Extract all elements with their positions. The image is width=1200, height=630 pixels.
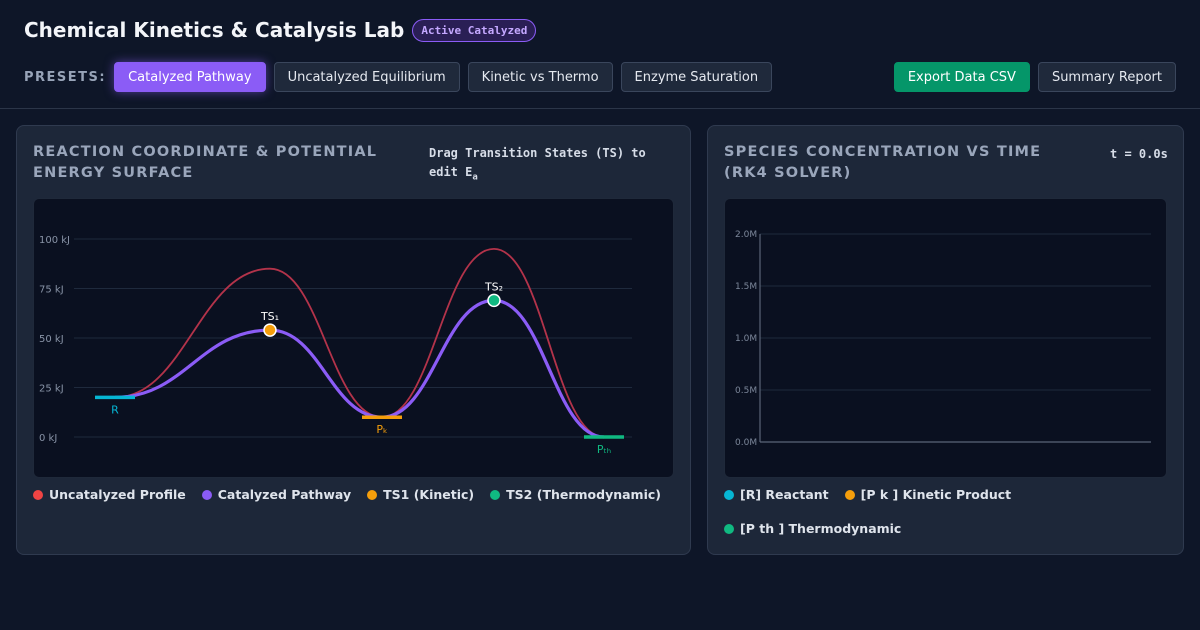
y-tick-label: 1.5M: [735, 282, 757, 292]
legend-dot: [724, 489, 734, 500]
legend-dot: [724, 523, 734, 534]
ts1-label: TS₁: [260, 310, 279, 323]
y-tick-label: 1.0M: [735, 334, 757, 344]
legend-uncatalyzed: Uncatalyzed Profile: [33, 487, 186, 502]
export-csv-button[interactable]: Export Data CSV: [893, 62, 1030, 92]
legend-dot: [33, 489, 43, 500]
preset-uncatalyzed-equilibrium-button[interactable]: Uncatalyzed Equilibrium: [273, 62, 460, 92]
legend-dot: [201, 489, 212, 500]
legend-ts2: TS2 (Thermodynamic): [490, 487, 661, 502]
summary-report-button[interactable]: Summary Report: [1037, 62, 1176, 92]
header: Chemical Kinetics & Catalysis Lab Active…: [24, 18, 537, 42]
legend-label: [P k ] Kinetic Product: [860, 487, 1012, 502]
legend-label: TS1 (Kinetic): [383, 487, 475, 502]
drag-hint-text: Drag Transition States (TS) to edit E: [429, 146, 646, 179]
legend-label: Catalyzed Pathway: [217, 487, 352, 502]
concentration-legend-row-2: [P th ] Thermodynamic: [724, 521, 917, 536]
legend-thermodynamic: [P th ] Thermodynamic: [724, 521, 901, 536]
concentration-chart: 0.0M 0.5M 1.0M 1.5M 2.0M: [724, 198, 1167, 478]
y-tick-label: 0.0M: [735, 438, 757, 448]
preset-catalyzed-pathway-button[interactable]: Catalyzed Pathway: [114, 62, 266, 92]
y-tick-label: 100 kJ: [39, 235, 70, 246]
header-divider: [0, 108, 1200, 109]
legend-dot: [367, 489, 378, 500]
legend-dot: [844, 489, 855, 500]
toolbar: PRESETS: Catalyzed Pathway Uncatalyzed E…: [24, 62, 1176, 92]
y-tick-label: 2.0M: [735, 230, 757, 240]
concentration-chart-svg: 0.0M 0.5M 1.0M 1.5M 2.0M: [735, 230, 1151, 448]
y-tick-label: 50 kJ: [39, 334, 64, 345]
legend-catalyzed: Catalyzed Pathway: [201, 487, 352, 502]
concentration-legend-row-1: [R] Reactant [P k ] Kinetic Product: [724, 487, 1027, 502]
legend-label: TS2 (Thermodynamic): [506, 487, 661, 502]
thermo-product-label: Pₜₕ: [597, 443, 611, 456]
y-tick-label: 0 kJ: [39, 433, 57, 444]
reactant-label: R: [111, 403, 119, 416]
concentration-panel: SPECIES CONCENTRATION VS TIME (RK4 SOLVE…: [707, 125, 1184, 555]
energy-chart-svg[interactable]: 0 kJ 25 kJ 50 kJ 75 kJ 100 kJ R TS₁ Pₖ TS₂ Pₜₕ: [34, 199, 674, 478]
concentration-panel-title: SPECIES CONCENTRATION VS TIME (RK4 SOLVE…: [724, 144, 1042, 181]
legend-reactant: [R] Reactant: [724, 487, 829, 502]
catalyzed-pathway-line: [114, 298, 605, 439]
energy-panel-title: REACTION COORDINATE & POTENTIAL ENERGY S…: [33, 144, 378, 181]
legend-label: [P th ] Thermodynamic: [740, 521, 902, 536]
y-tick-label: 25 kJ: [39, 384, 64, 395]
status-badge: Active Catalyzed: [412, 18, 537, 42]
legend-label: [R] Reactant: [740, 487, 829, 502]
ts2-label: TS₂: [484, 280, 503, 293]
preset-enzyme-saturation-button[interactable]: Enzyme Saturation: [620, 62, 773, 92]
ts1-handle[interactable]: [263, 323, 277, 337]
legend-dot: [490, 489, 501, 500]
legend-label: Uncatalyzed Profile: [49, 487, 186, 502]
app-title: Chemical Kinetics & Catalysis Lab: [24, 18, 405, 42]
time-readout: t = 0.0s: [1110, 147, 1168, 161]
energy-legend: Uncatalyzed Profile Catalyzed Pathway TS…: [33, 487, 677, 502]
energy-panel: REACTION COORDINATE & POTENTIAL ENERGY S…: [16, 125, 691, 555]
y-tick-label: 0.5M: [735, 386, 757, 396]
ts2-handle[interactable]: [487, 293, 501, 308]
presets-label: PRESETS:: [24, 69, 107, 85]
y-tick-label: 75 kJ: [39, 285, 64, 296]
drag-hint-sub: a: [472, 172, 478, 183]
legend-kinetic-product: [P k ] Kinetic Product: [844, 487, 1012, 502]
legend-ts1: TS1 (Kinetic): [367, 487, 474, 502]
drag-hint: Drag Transition States (TS) to edit Ea: [429, 144, 679, 187]
kinetic-product-label: Pₖ: [376, 423, 387, 436]
preset-kinetic-vs-thermo-button[interactable]: Kinetic vs Thermo: [467, 62, 613, 92]
energy-chart[interactable]: 0 kJ 25 kJ 50 kJ 75 kJ 100 kJ R TS₁ Pₖ TS₂ Pₜₕ: [33, 198, 674, 478]
